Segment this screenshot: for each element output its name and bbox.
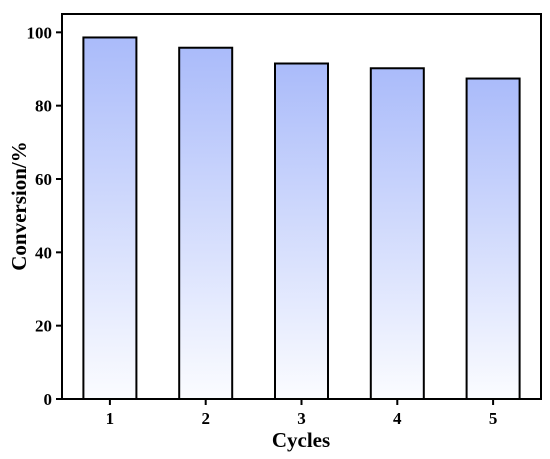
tick-labels-group: 0 20 40 60 80 100 1 2 3 4 5 [27,23,498,428]
x-tick-label: 1 [106,409,115,428]
bar-cycle-2 [178,46,234,400]
x-tick-label: 3 [297,409,306,428]
y-tick-label: 0 [44,390,53,409]
y-tick-label: 60 [35,170,52,189]
bar-cycle-1 [82,36,138,400]
x-tick-label: 5 [489,409,498,428]
y-tick-label: 20 [35,317,52,336]
y-tick-label: 80 [35,97,52,116]
y-tick-label: 40 [35,243,52,262]
bar-cycle-3 [274,62,329,400]
bar-cycle-4 [369,67,425,401]
x-axis-title: Cycles [272,428,330,452]
axes-group [56,13,542,405]
x-tick-label: 2 [201,409,210,428]
bar-cycle-5 [465,77,521,401]
y-tick-label: 100 [27,23,53,42]
x-tick-label: 4 [393,409,402,428]
bars-group [82,36,521,401]
y-axis-title: Conversion/% [7,141,31,271]
